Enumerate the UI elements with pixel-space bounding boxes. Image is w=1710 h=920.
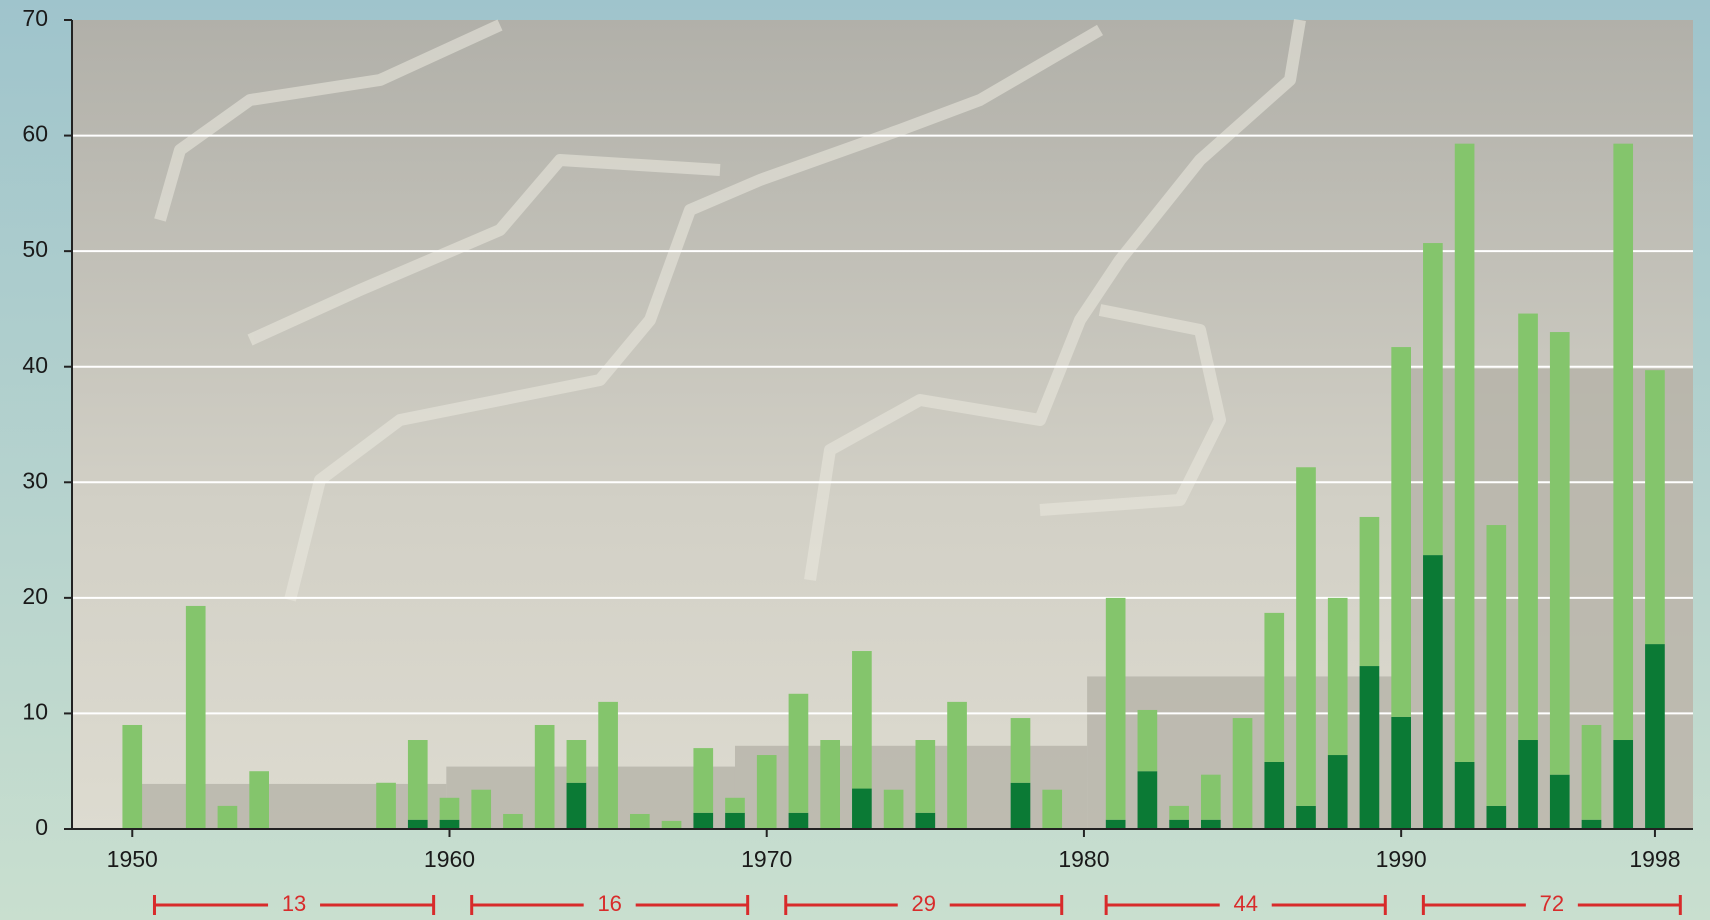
bar-segment: [217, 805, 238, 829]
y-tick-label: 70: [22, 5, 48, 31]
lightning-decoration: [154, 19, 1306, 602]
bar-segment: [1327, 755, 1348, 829]
bar-segment: [1581, 819, 1602, 829]
bar-segment: [1296, 805, 1316, 829]
bar-segment: [1327, 597, 1348, 756]
bar-segment: [915, 812, 936, 829]
bar-segment: [1169, 805, 1189, 820]
decade-bracket: 29: [784, 891, 1064, 916]
bar-segment: [693, 812, 714, 829]
decade-total-label: 13: [282, 891, 306, 916]
bar-segment: [122, 724, 143, 829]
bar-segment: [503, 813, 523, 829]
x-tick-label: 1990: [1376, 846, 1427, 872]
bar-segment: [788, 812, 809, 829]
bar-segment: [1423, 555, 1443, 829]
bar-segment: [1518, 313, 1538, 741]
bar-segment: [1200, 819, 1221, 829]
bar-segment: [1105, 597, 1126, 820]
bar-segment: [947, 701, 967, 829]
bar-segment: [249, 771, 269, 829]
bar-segment: [1549, 332, 1570, 775]
decade-total-label: 72: [1540, 891, 1564, 916]
bar-segment: [1518, 740, 1538, 829]
decade-total-label: 29: [911, 891, 935, 916]
decade-total-label: 44: [1233, 891, 1257, 916]
bar-segment: [1581, 724, 1602, 820]
bar-segment: [1200, 774, 1221, 820]
y-tick-label: 20: [22, 583, 48, 609]
bar-segment: [1645, 370, 1665, 645]
y-tick-label: 50: [22, 236, 48, 262]
bar-segment: [407, 740, 428, 820]
x-tick-label: 1970: [741, 846, 792, 872]
decade-bracket: 72: [1421, 891, 1682, 916]
bar-segment: [788, 693, 809, 813]
bar-segment: [852, 788, 872, 829]
bar-segment: [1454, 761, 1475, 829]
bar-segment: [1613, 740, 1634, 829]
bar-segment: [1613, 143, 1634, 741]
bar-segment: [852, 651, 872, 789]
y-tick-label: 40: [22, 352, 48, 378]
bar-segment: [1264, 612, 1285, 762]
bar-segment: [1391, 716, 1411, 829]
x-tick-label: 1980: [1058, 846, 1109, 872]
bar-segment: [598, 701, 618, 829]
bar-segment: [1169, 819, 1189, 829]
decade-bracket: 44: [1104, 891, 1387, 916]
decade-total-label: 16: [597, 891, 621, 916]
bar-segment: [1359, 666, 1380, 829]
bar-segment: [1486, 525, 1507, 806]
bar-segment: [471, 789, 492, 829]
bar-segment: [1232, 718, 1253, 829]
bar-segment: [1042, 789, 1063, 829]
bar-segment: [1454, 143, 1475, 762]
bar-segment: [1264, 761, 1285, 829]
x-tick-label: 1998: [1629, 846, 1680, 872]
y-tick-label: 0: [35, 814, 48, 840]
y-tick-label: 30: [22, 467, 48, 493]
bar-segment: [820, 740, 840, 829]
bar-segment: [693, 748, 714, 813]
bar-segment: [1105, 819, 1126, 829]
decade-bracket: 13: [152, 891, 436, 916]
x-tick-label: 1950: [107, 846, 158, 872]
bar-segment: [1359, 516, 1380, 667]
bar-segment: [1486, 805, 1507, 829]
decade-mean: [734, 745, 1088, 829]
bar-segment: [1010, 782, 1031, 829]
decade-bracket: 16: [470, 891, 750, 916]
y-tick-label: 60: [22, 121, 48, 147]
bar-segment: [1137, 771, 1158, 829]
bar-segment: [566, 740, 587, 783]
bar-segment: [439, 819, 460, 829]
bar-segment: [1010, 718, 1031, 783]
bar-segment: [725, 797, 745, 813]
bar-segment: [1423, 243, 1443, 556]
bar-segment: [1137, 709, 1158, 772]
bar-segment: [629, 813, 650, 829]
bar-segment: [185, 605, 206, 829]
decade-mean: [446, 766, 735, 829]
bar-segment: [661, 820, 682, 829]
bar-segment: [407, 819, 428, 829]
bar-segment: [566, 782, 587, 829]
bar-segment: [534, 724, 555, 829]
bar-segment: [725, 812, 745, 829]
bar-segment: [1296, 467, 1316, 806]
bar-segment: [1549, 774, 1570, 829]
bar-segment: [756, 755, 777, 829]
bar-segment: [376, 782, 396, 829]
bar-segment: [439, 797, 460, 820]
bar-segment: [1645, 644, 1665, 829]
bar-segment: [915, 740, 936, 813]
x-tick-label: 1960: [424, 846, 475, 872]
bar-segment: [883, 789, 904, 829]
y-tick-label: 10: [22, 699, 48, 725]
bar-segment: [1391, 347, 1411, 717]
